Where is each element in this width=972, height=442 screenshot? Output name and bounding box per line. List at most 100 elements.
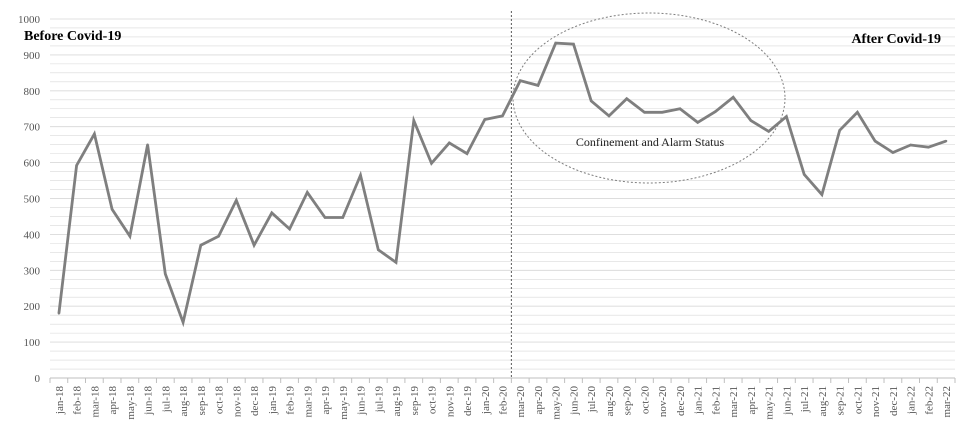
data-point — [767, 130, 770, 133]
data-point — [306, 191, 309, 194]
x-tick-label: feb-20 — [498, 386, 510, 415]
x-tick-label: feb-19 — [285, 386, 297, 415]
data-point — [110, 208, 114, 211]
data-point — [927, 145, 930, 149]
x-tick-label: jul-19 — [373, 386, 385, 414]
y-tick-label: 600 — [24, 158, 41, 170]
series — [57, 41, 948, 328]
data-point — [856, 111, 859, 114]
x-tick-label: oct-18 — [214, 386, 226, 415]
x-tick-label: dec-20 — [675, 386, 687, 416]
confinement-ellipse — [512, 12, 786, 184]
x-tick-label: mar-18 — [89, 386, 101, 418]
confinement-label: Confinement and Alarm Status — [576, 135, 725, 149]
x-tick-label: jun-21 — [781, 386, 793, 416]
x-tick-label: jan-18 — [54, 386, 66, 416]
x-tick-label: jan-20 — [480, 386, 492, 416]
x-axis-ticks: jan-18 feb-18 mar-18 apr-18 may-18 jun-18 jul-… — [54, 386, 953, 420]
y-tick-label: 900 — [24, 50, 41, 62]
x-tick-label: dec-21 — [888, 386, 900, 416]
x-tick-label: apr-20 — [533, 386, 545, 415]
data-point — [714, 110, 717, 113]
data-point — [465, 152, 469, 155]
data-point — [625, 97, 628, 100]
data-point — [536, 84, 540, 87]
data-point — [590, 99, 593, 103]
x-tick-label: sep-21 — [835, 386, 847, 415]
x-tick-label: may-20 — [551, 386, 563, 420]
y-tick-label: 400 — [24, 229, 41, 241]
x-tick-label: dec-19 — [462, 386, 474, 416]
x-tick-label: jul-18 — [160, 386, 172, 414]
x-tick-label: jun-18 — [143, 386, 155, 416]
x-tick-label: jun-20 — [568, 386, 580, 416]
x-tick-label: oct-21 — [852, 386, 864, 414]
data-point — [164, 272, 167, 276]
y-axis-ticks: 0 100 200 300 400 500 600 700 800 900 1000 — [18, 14, 41, 385]
data-point — [572, 42, 575, 46]
x-tick-label: jun-19 — [356, 386, 368, 416]
data-point — [944, 139, 948, 143]
data-point — [909, 143, 912, 147]
data-point — [519, 79, 522, 82]
data-point — [75, 164, 78, 167]
x-tick-label: nov-21 — [870, 386, 882, 417]
data-point — [377, 248, 380, 252]
data-point — [323, 216, 327, 219]
x-tick-label: jul-21 — [799, 386, 811, 413]
y-tick-label: 1000 — [18, 14, 41, 26]
data-point — [501, 114, 504, 118]
data-point — [341, 216, 344, 219]
axes — [49, 377, 956, 383]
data-point — [873, 139, 877, 143]
data-point — [252, 243, 256, 247]
y-tick-label: 500 — [24, 194, 41, 206]
before-covid-label: Before Covid-19 — [24, 29, 121, 44]
x-tick-label: sep-18 — [196, 386, 208, 416]
data-point — [146, 143, 149, 146]
data-point — [678, 107, 682, 110]
y-tick-label: 100 — [24, 337, 41, 349]
data-point — [820, 193, 824, 196]
y-tick-label: 800 — [24, 86, 41, 98]
data-point — [661, 111, 664, 114]
series-line — [57, 41, 947, 328]
data-point — [448, 141, 451, 145]
data-point — [235, 199, 238, 202]
x-tick-label: aug-18 — [178, 386, 190, 417]
x-tick-label: mar-22 — [941, 386, 953, 418]
x-tick-label: feb-22 — [923, 386, 935, 415]
x-tick-label: jan-22 — [906, 386, 918, 415]
x-tick-label: jan-21 — [693, 386, 705, 415]
x-tick-label: mar-20 — [515, 386, 527, 418]
data-point — [199, 243, 203, 247]
x-tick-label: jan-19 — [267, 386, 279, 416]
y-tick-label: 200 — [24, 301, 41, 313]
x-tick-label: aug-20 — [604, 386, 616, 417]
x-tick-label: aug-19 — [391, 386, 403, 417]
data-point — [554, 41, 557, 45]
data-point — [359, 173, 362, 177]
x-tick-label: mar-19 — [302, 386, 314, 418]
data-point — [288, 227, 291, 231]
data-point — [217, 234, 220, 238]
x-tick-label: apr-21 — [746, 386, 758, 415]
data-point — [430, 162, 433, 165]
data-point — [394, 261, 398, 264]
data-point — [412, 119, 415, 122]
data-point — [93, 132, 96, 136]
x-tick-label: dec-18 — [249, 386, 261, 416]
data-point — [128, 234, 132, 238]
data-point — [643, 111, 646, 114]
x-tick-label: may-18 — [125, 386, 137, 420]
x-tick-label: may-19 — [338, 386, 350, 420]
x-tick-label: oct-20 — [639, 386, 651, 415]
data-point — [57, 312, 61, 315]
x-tick-label: nov-19 — [444, 386, 456, 418]
data-point — [270, 211, 274, 215]
x-tick-label: jul-20 — [586, 386, 598, 414]
data-point — [838, 129, 841, 132]
y-tick-label: 300 — [24, 265, 41, 277]
